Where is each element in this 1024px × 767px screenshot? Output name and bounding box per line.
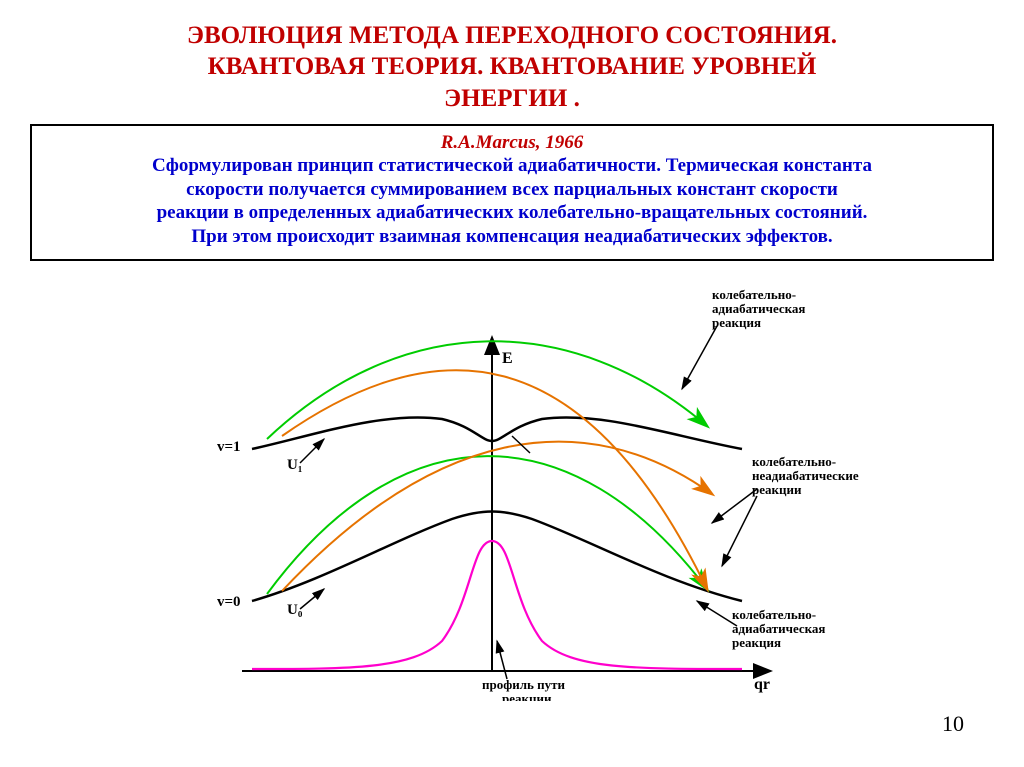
svg-text:реакция: реакция: [712, 315, 761, 330]
title-line3: ЭНЕРГИИ .: [444, 85, 580, 112]
slide-title: ЭВОЛЮЦИЯ МЕТОДА ПЕРЕХОДНОГО СОСТОЯНИЯ. К…: [0, 0, 1024, 124]
svg-text:реакции: реакции: [502, 691, 552, 701]
svg-text:колебательно-: колебательно-: [712, 287, 796, 302]
reference-description: Сформулирован принцип статистической ади…: [44, 154, 980, 249]
svg-text:E: E: [502, 350, 513, 367]
title-line2: КВАНТОВАЯ ТЕОРИЯ. КВАНТОВАНИЕ УРОВНЕЙ: [208, 53, 817, 80]
svg-text:v=1: v=1: [217, 439, 241, 455]
svg-text:адиабатическая: адиабатическая: [732, 621, 825, 636]
svg-text:адиабатическая: адиабатическая: [712, 301, 805, 316]
svg-text:колебательно-: колебательно-: [732, 607, 816, 622]
desc-line1: Сформулирован принцип статистической ади…: [152, 155, 872, 176]
desc-line2: скорости получается суммированием всех п…: [186, 179, 838, 200]
svg-text:колебательно-: колебательно-: [752, 454, 836, 469]
svg-text:qr: qr: [754, 676, 770, 693]
svg-text:реакция: реакция: [732, 635, 781, 650]
title-line1: ЭВОЛЮЦИЯ МЕТОДА ПЕРЕХОДНОГО СОСТОЯНИЯ.: [187, 22, 837, 49]
svg-text:реакции: реакции: [752, 482, 802, 497]
reference-citation: R.A.Marcus, 1966: [44, 132, 980, 154]
reference-box: R.A.Marcus, 1966 Сформулирован принцип с…: [30, 124, 994, 261]
desc-line3: реакции в определенных адиабатических ко…: [157, 202, 868, 223]
svg-text:профиль пути: профиль пути: [482, 677, 565, 692]
desc-line4: При этом происходит взаимная компенсация…: [191, 226, 832, 247]
svg-text:U₁: U₁: [287, 457, 302, 473]
svg-text:v=0: v=0: [217, 594, 241, 610]
page-number: 10: [942, 711, 964, 737]
svg-text:U₀: U₀: [287, 602, 303, 618]
diagram-container: Eqr U₀ v=0 U₁ v=1 колебательно-адиабатическая…: [0, 271, 1024, 706]
svg-text:неадиабатические: неадиабатические: [752, 468, 859, 483]
energy-diagram: Eqr U₀ v=0 U₁ v=1 колебательно-адиабатическая…: [152, 271, 872, 701]
